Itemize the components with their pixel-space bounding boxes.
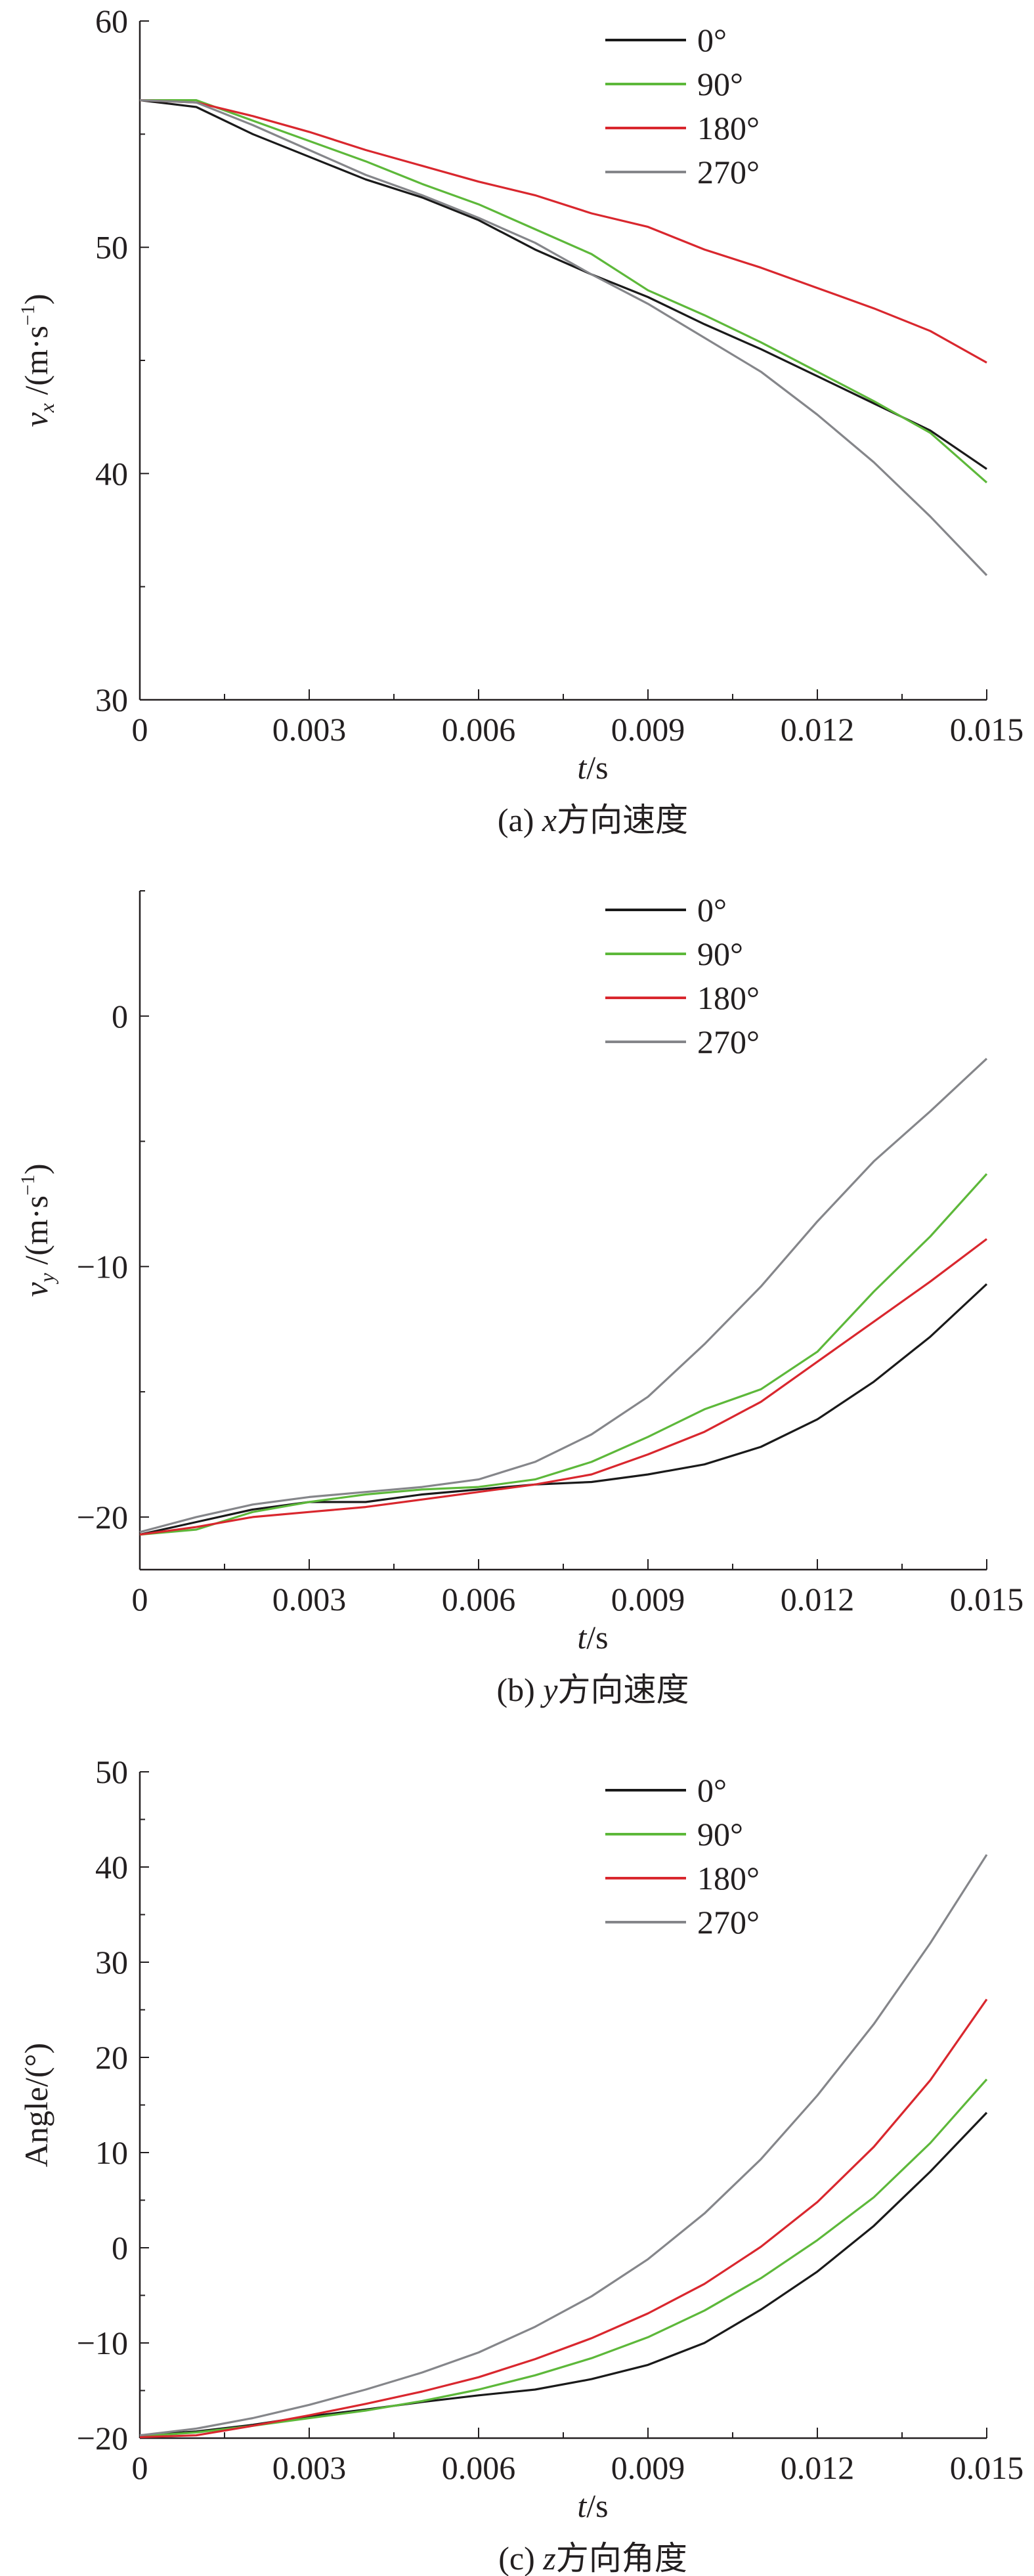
caption-text: 方向角度: [556, 2540, 687, 2576]
y-tick-label: 20: [95, 2039, 128, 2076]
y-tick-label: 0: [112, 2229, 128, 2266]
y-axis-sub: x: [35, 403, 58, 413]
y-axis-close: ): [18, 293, 54, 305]
legend-label: 180°: [697, 1860, 760, 1897]
x-tick-label: 0.012: [781, 711, 855, 748]
chart-z-angle: 0 0.003 0.006 0.009 0.012 0.015 −20 −10 0 10 20 30 4…: [18, 1753, 1024, 2576]
series-line-180deg: [139, 1998, 988, 2439]
y-tick-label: 40: [95, 455, 128, 492]
x-axis-label: t/s: [577, 2487, 608, 2524]
y-axis-label: vy /(m·s−1): [17, 1163, 58, 1297]
series-line-90deg: [139, 1173, 988, 1536]
caption-prefix: (b): [496, 1671, 543, 1708]
y-tick-label: 10: [95, 2134, 128, 2171]
x-axis-label: t/s: [577, 749, 608, 786]
legend-label: 0°: [697, 891, 727, 928]
x-tick-label: 0.012: [781, 2449, 855, 2486]
x-tick-label: 0.003: [272, 2449, 347, 2486]
y-axis-var: v: [18, 1282, 54, 1297]
caption-prefix: (c): [498, 2540, 543, 2576]
x-tick-label: 0: [132, 2449, 148, 2486]
y-axis-sub: y: [35, 1272, 58, 1284]
y-axis-label: Angle/(°): [18, 2043, 54, 2167]
y-axis-close: ): [18, 1163, 54, 1174]
x-tick-label: 0: [132, 1581, 148, 1618]
y-axis-sup: −1: [17, 1174, 39, 1195]
x-axis-var: t: [577, 749, 587, 786]
legend-label: 180°: [697, 979, 760, 1016]
chart-caption: (b) y方向速度: [496, 1671, 689, 1708]
caption-var: x: [542, 802, 557, 838]
x-tick-label: 0: [132, 711, 148, 748]
x-tick-label: 0.006: [442, 1581, 516, 1618]
x-tick-label: 0.006: [442, 2449, 516, 2486]
y-tick-label: −10: [77, 2325, 128, 2361]
series-line-90deg: [140, 99, 988, 484]
legend-label: 270°: [697, 1023, 760, 1060]
x-axis-unit: /s: [586, 2487, 608, 2524]
x-tick-label: 0.015: [950, 711, 1024, 748]
y-tick-label: −20: [77, 1499, 128, 1535]
legend-label: 0°: [697, 22, 727, 58]
y-tick-label: 0: [112, 998, 128, 1035]
x-axis-var: t: [577, 1619, 587, 1656]
legend-label: 90°: [697, 66, 743, 102]
x-tick-label: 0.003: [272, 1581, 347, 1618]
y-tick-label: −10: [77, 1248, 128, 1285]
series-line-90deg: [139, 2078, 988, 2437]
y-tick-label: 50: [95, 229, 128, 266]
y-tick-label: −20: [77, 2420, 128, 2457]
x-tick-label: 0.015: [950, 1581, 1024, 1618]
chart-y-velocity: 0 0.003 0.006 0.009 0.012 0.015 −20 −10 0 0° 90° 18…: [17, 890, 1024, 1708]
caption-text: 方向速度: [557, 802, 688, 838]
legend-label: 0°: [697, 1772, 727, 1809]
y-tick-label: 50: [95, 1753, 128, 1790]
series-line-270deg: [139, 1058, 988, 1534]
series-line-0deg: [139, 1283, 988, 1536]
legend-label: 90°: [697, 1816, 743, 1853]
y-tick-label: 60: [95, 3, 128, 39]
legend-label: 270°: [697, 1904, 760, 1941]
caption-prefix: (a): [498, 802, 542, 838]
series-line-270deg: [139, 1854, 988, 2437]
y-tick-label: 30: [95, 1944, 128, 1981]
x-axis-label: t/s: [577, 1619, 608, 1656]
x-tick-label: 0.009: [611, 2449, 685, 2486]
x-tick-label: 0.009: [611, 711, 685, 748]
x-tick-label: 0.003: [272, 711, 347, 748]
y-axis-var: v: [18, 412, 54, 427]
x-tick-label: 0.009: [611, 1581, 685, 1618]
x-axis-unit: /s: [586, 749, 608, 786]
y-axis-unit: /(m·s: [18, 1195, 54, 1273]
caption-var: y: [540, 1671, 558, 1708]
x-axis-var: t: [577, 2487, 587, 2524]
legend-label: 90°: [697, 935, 743, 972]
x-tick-label: 0.012: [781, 1581, 855, 1618]
series-line-270deg: [139, 99, 988, 576]
x-axis-unit: /s: [586, 1619, 608, 1656]
legend-label: 180°: [697, 110, 760, 146]
caption-text: 方向速度: [558, 1671, 689, 1708]
x-tick-label: 0.006: [442, 711, 516, 748]
y-tick-label: 30: [95, 681, 128, 718]
y-axis-unit: /(m·s: [18, 326, 54, 403]
chart-caption: (c) z方向角度: [498, 2540, 687, 2576]
x-tick-label: 0.015: [950, 2449, 1024, 2486]
caption-var: z: [542, 2540, 555, 2576]
series-line-180deg: [139, 99, 987, 364]
chart-caption: (a) x方向速度: [498, 802, 688, 838]
series-line-0deg: [139, 99, 987, 470]
y-tick-label: 40: [95, 1849, 128, 1885]
legend-label: 270°: [697, 154, 760, 190]
y-axis-label: vx /(m·s−1): [17, 293, 58, 427]
series-line-180deg: [139, 1238, 987, 1536]
y-axis-sup: −1: [17, 305, 39, 326]
chart-x-velocity: 0 0.003 0.006 0.009 0.012 0.015 30 40 50 60 0° 90° 1…: [17, 3, 1024, 838]
